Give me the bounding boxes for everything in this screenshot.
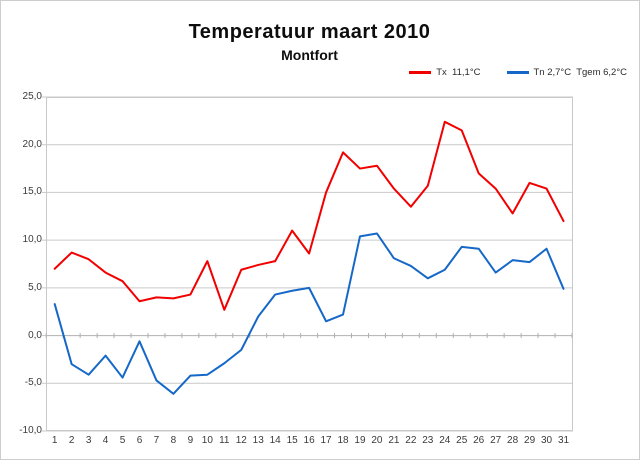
x-axis-label: 9 (187, 435, 194, 446)
x-axis-label: 6 (136, 435, 143, 446)
y-axis-label: 5,0 (28, 281, 42, 293)
y-axis-label: 20,0 (22, 138, 42, 150)
x-axis-label: 27 (490, 435, 502, 446)
x-axis-label: 28 (507, 435, 519, 446)
legend-item-tx: Tx 11,1°C (409, 67, 481, 78)
x-axis-label: 25 (456, 435, 468, 446)
y-axis-label: 15,0 (22, 186, 42, 198)
x-axis-label: 29 (524, 435, 536, 446)
x-axis-label: 26 (473, 435, 485, 446)
x-axis-label: 13 (252, 435, 264, 446)
chart-title: Temperatuur maart 2010 (188, 21, 431, 43)
x-axis-label: 12 (235, 435, 247, 446)
x-axis-label: 20 (371, 435, 383, 446)
series-line-tn (53, 232, 565, 395)
x-axis-label: 2 (68, 435, 75, 446)
x-axis-label: 19 (354, 435, 366, 446)
x-axis-label: 10 (201, 435, 213, 446)
y-axis-label: -10,0 (19, 425, 42, 436)
chart-title-block: Temperatuur maart 2010 Montfort (1, 21, 618, 64)
y-axis-label: -5,0 (24, 377, 42, 389)
legend-line-swatch (506, 71, 529, 74)
x-axis-label: 3 (85, 435, 92, 446)
x-axis-label: 23 (422, 435, 434, 446)
plot-border (46, 97, 573, 431)
x-axis-label: 5 (119, 435, 126, 446)
x-axis-label: 17 (320, 435, 332, 446)
chart-subtitle: Montfort (281, 47, 338, 63)
legend-line-swatch (409, 71, 432, 74)
y-axis-label: 10,0 (22, 234, 42, 246)
x-axis-label: 18 (337, 435, 349, 446)
series-line-tx (53, 120, 565, 311)
legend-label: Tn 2,7°C Tgem 6,2°C (533, 67, 628, 78)
x-axis-label: 4 (102, 435, 109, 446)
x-axis-label: 16 (303, 435, 315, 446)
y-axis-label: 25,0 (22, 91, 42, 102)
y-axis-label: 0,0 (28, 329, 42, 341)
x-axis-label: 31 (557, 435, 570, 446)
chart-legend: Tx 11,1°C Tn 2,7°C Tgem 6,2°C (409, 67, 627, 78)
legend-label: Tx 11,1°C (436, 67, 481, 78)
x-axis-label: 24 (439, 435, 451, 446)
plot-area (42, 96, 573, 432)
x-axis-label: 14 (269, 435, 281, 446)
x-axis-label: 8 (170, 435, 177, 446)
x-axis-label: 7 (153, 435, 160, 446)
x-axis-label: 30 (540, 435, 553, 446)
x-axis-label: 22 (405, 435, 417, 446)
x-axis-label: 15 (286, 435, 298, 446)
x-axis-label: 21 (388, 435, 400, 446)
legend-item-tn: Tn 2,7°C Tgem 6,2°C (506, 67, 628, 78)
x-axis-label: 11 (219, 435, 230, 446)
x-axis-label: 1 (51, 435, 58, 446)
